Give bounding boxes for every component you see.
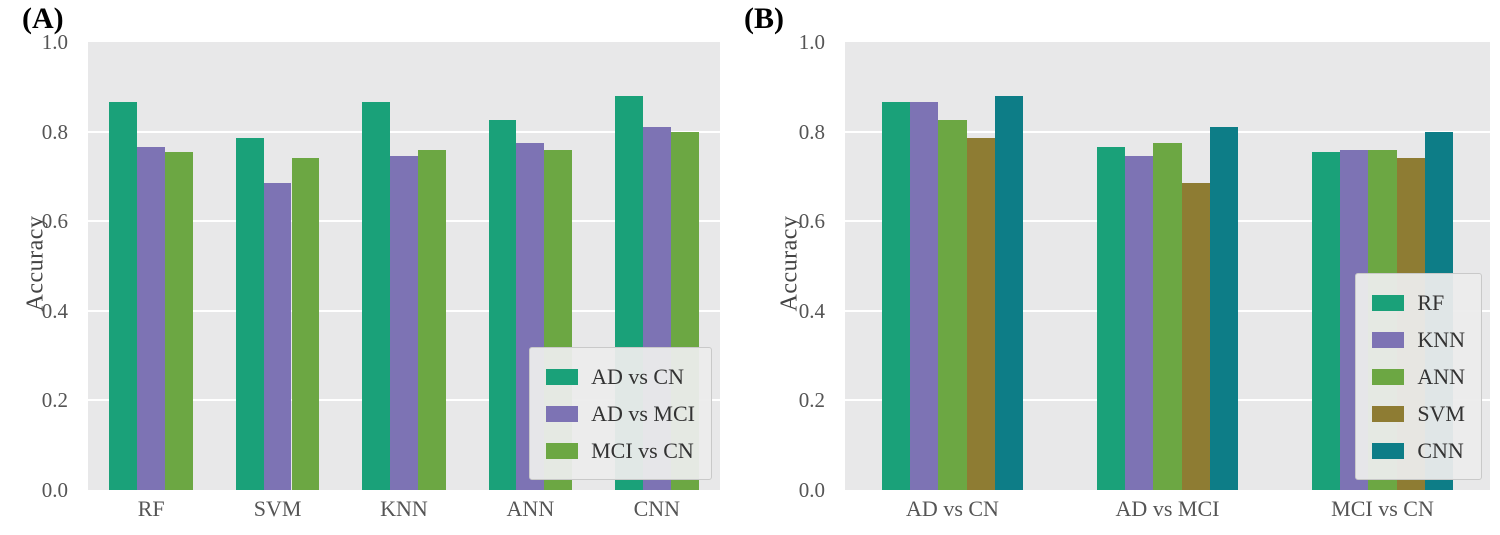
panel-label-b: (B) (744, 2, 784, 35)
y-tick-label: 0.4 (798, 298, 825, 323)
legend-swatch (546, 368, 579, 385)
bar-ad-vs-cn-ann (488, 120, 517, 490)
legend-item: CNN (1372, 432, 1465, 469)
legend-item: AD vs CN (546, 358, 695, 395)
legend-label: AD vs MCI (591, 400, 695, 426)
y-tick-label: 1.0 (41, 30, 68, 54)
bar-svm-ad-vs-cn (966, 138, 996, 490)
y-tick-label: 0.8 (798, 119, 825, 144)
plot-area: RF KNN ANN SVM CNN (845, 42, 1490, 490)
gridline (88, 130, 720, 133)
panel-label-a: (A) (22, 2, 64, 35)
legend-item: ANN (1372, 358, 1465, 395)
bar-knn-ad-vs-cn (909, 102, 939, 490)
y-tick-label: 0.2 (798, 388, 825, 413)
legend-label: AD vs CN (591, 363, 684, 389)
bar-mci-vs-cn-rf (165, 151, 193, 490)
bar-ann-ad-vs-cn (938, 120, 967, 490)
bar-rf-ad-vs-cn (881, 102, 910, 490)
legend: RF KNN ANN SVM CNN (1355, 273, 1482, 480)
legend-label: MCI vs CN (591, 437, 694, 463)
bar-knn-ad-vs-mci (1124, 156, 1154, 490)
legend-swatch (1372, 368, 1405, 385)
legend-item: RF (1372, 284, 1465, 321)
bar-ann-ad-vs-mci (1153, 142, 1182, 490)
x-axis-ticks: RF SVM KNN ANN CNN (88, 496, 720, 528)
x-tick-label: RF (137, 496, 165, 521)
x-tick-label: CNN (633, 496, 681, 521)
legend: AD vs CN AD vs MCI MCI vs CN (529, 347, 712, 480)
y-tick-label: 0.6 (798, 209, 825, 234)
y-tick-label: 0.8 (41, 119, 68, 144)
legend-swatch (1372, 442, 1405, 459)
legend-swatch (546, 405, 579, 422)
x-axis-ticks: AD vs CN AD vs MCI MCI vs CN (845, 496, 1490, 528)
bar-mci-vs-cn-svm (291, 158, 320, 490)
x-tick-label: KNN (380, 496, 428, 521)
legend-item: MCI vs CN (546, 432, 695, 469)
legend-label: RF (1417, 289, 1445, 315)
bar-cnn-ad-vs-mci (1210, 127, 1239, 490)
legend-item: AD vs MCI (546, 395, 695, 432)
legend-label: CNN (1417, 437, 1464, 463)
x-tick-label: AD vs CN (906, 496, 999, 521)
y-axis-ticks: 0.0 0.2 0.4 0.6 0.8 1.0 (748, 30, 833, 502)
y-tick-label: 0.6 (41, 209, 68, 234)
gridline (845, 130, 1490, 133)
bar-rf-ad-vs-mci (1096, 147, 1125, 490)
legend-item: KNN (1372, 321, 1465, 358)
bar-rf-mci-vs-cn (1311, 151, 1340, 490)
x-tick-label: ANN (506, 496, 555, 521)
bar-ad-vs-mci-rf (137, 147, 166, 490)
bar-ad-vs-cn-svm (235, 138, 264, 490)
bar-ad-vs-cn-knn (362, 102, 391, 490)
x-tick-label: AD vs MCI (1115, 496, 1220, 521)
y-axis-ticks: 0.0 0.2 0.4 0.6 0.8 1.0 (0, 30, 76, 502)
y-tick-label: 0.4 (41, 298, 68, 323)
legend-swatch (1372, 405, 1405, 422)
bar-ad-vs-cn-rf (109, 102, 138, 490)
legend-label: KNN (1417, 326, 1465, 352)
legend-swatch (1372, 331, 1405, 348)
plot-area: AD vs CN AD vs MCI MCI vs CN (88, 42, 720, 490)
y-tick-label: 1.0 (798, 30, 825, 54)
panel-B: (B) Accuracy 0.0 0.2 0.4 0.6 0.8 1.0 RF KNN ANN… (744, 0, 1500, 535)
bar-mci-vs-cn-knn (417, 149, 446, 490)
panel-A: (A) Accuracy 0.0 0.2 0.4 0.6 0.8 1.0 AD vs CN… (0, 0, 748, 535)
legend-label: ANN (1417, 363, 1465, 389)
legend-swatch (546, 442, 579, 459)
bar-ad-vs-mci-svm (263, 183, 292, 490)
x-tick-label: SVM (253, 496, 302, 521)
bar-ad-vs-mci-knn (390, 156, 418, 490)
bar-cnn-ad-vs-cn (995, 95, 1024, 490)
legend-label: SVM (1417, 400, 1465, 426)
y-tick-label: 0.2 (41, 388, 68, 413)
bar-svm-ad-vs-mci (1181, 183, 1211, 490)
y-tick-label: 0.0 (41, 478, 68, 502)
y-tick-label: 0.0 (798, 478, 825, 502)
x-tick-label: MCI vs CN (1331, 496, 1434, 521)
legend-item: SVM (1372, 395, 1465, 432)
legend-swatch (1372, 294, 1405, 311)
